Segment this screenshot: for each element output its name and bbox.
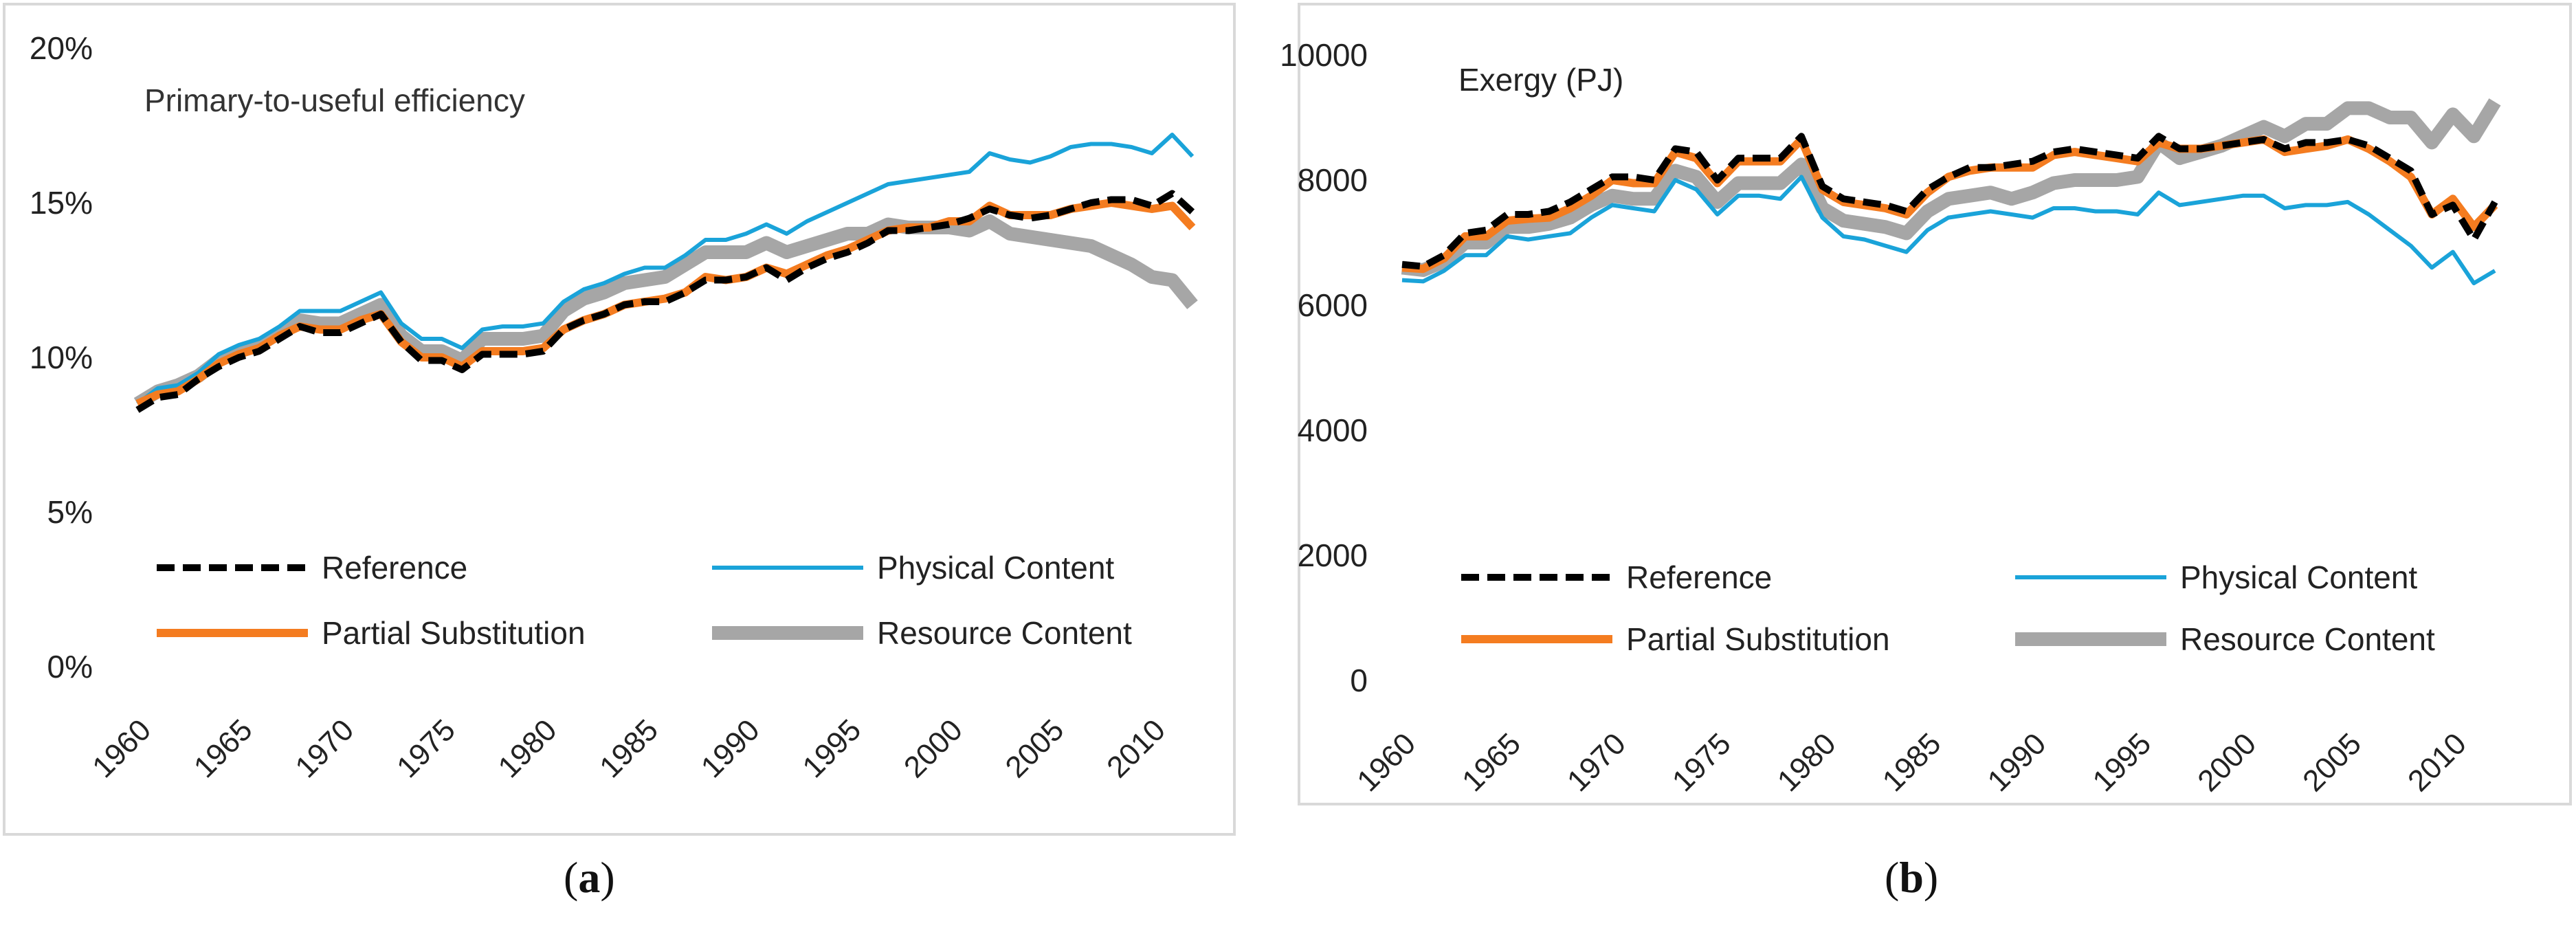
chart-a-legend-label-partial: Partial Substitution — [322, 615, 586, 651]
chart-a-x-tick-label: 1995 — [796, 713, 867, 784]
chart-b-x-tick-label: 1990 — [1981, 726, 2053, 798]
chart-a-series-physical — [136, 133, 1195, 405]
chart-a-x-tick-label: 1985 — [593, 713, 665, 784]
chart-a-series-reference — [135, 190, 1195, 413]
chart-b-y-tick-label: 2000 — [1298, 537, 1368, 573]
chart-a-x-tick-label: 2010 — [1100, 713, 1172, 784]
chart-a-x-tick-label: 1970 — [289, 713, 360, 784]
chart-b-y-tick-label: 4000 — [1298, 412, 1368, 448]
chart-b-x-tick-label: 1970 — [1561, 726, 1632, 798]
chart-b-x-tick-label: 2000 — [2191, 726, 2263, 798]
chart-a-y-ticks: 0% 5% 10% 15% 20% — [30, 30, 93, 685]
chart-b-x-tick-label: 1975 — [1666, 726, 1737, 798]
chart-a-x-tick-label: 1990 — [695, 713, 766, 784]
caption-a-close: ) — [600, 853, 615, 902]
chart-a-title: Primary-to-useful efficiency — [144, 82, 525, 118]
chart-a-x-tick-label: 2005 — [999, 713, 1071, 784]
caption-a-open: ( — [564, 853, 579, 902]
chart-b-y-tick-label: 0 — [1350, 663, 1368, 698]
chart-a-series-resource — [133, 214, 1198, 410]
caption-a: (a) — [564, 852, 615, 903]
chart-b-x-tick-label: 1980 — [1771, 726, 1843, 798]
chart-a-x-tick-label: 1975 — [390, 713, 462, 784]
chart-b-legend-label-resource: Resource Content — [2180, 621, 2435, 657]
chart-a-x-ticks: 1960 1965 1970 1975 1980 1985 1990 1995 2000 2005… — [86, 713, 1172, 784]
chart-a-legend-label-reference: Reference — [322, 550, 467, 586]
chart-a-x-tick-label: 1965 — [188, 713, 259, 784]
chart-b-series-resource — [1401, 98, 2501, 277]
chart-a-legend: Reference Physical Content Partial Substit… — [157, 550, 1132, 651]
chart-a-series-partial — [135, 199, 1196, 408]
chart-b-series-partial — [1401, 135, 2498, 274]
chart-a-x-tick-label: 2000 — [898, 713, 969, 784]
chart-b-legend-label-partial: Partial Substitution — [1626, 621, 1890, 657]
chart-b-y-tick-label: 6000 — [1298, 287, 1368, 323]
chart-a-series — [133, 133, 1198, 413]
chart-b-x-tick-label: 2010 — [2401, 726, 2473, 798]
chart-a-x-tick-label: 1960 — [86, 713, 157, 784]
chart-b-y-ticks: 0 2000 4000 6000 8000 10000 — [1280, 37, 1368, 698]
chart-b-x-tick-label: 1985 — [1876, 726, 1948, 798]
chart-a-y-tick-label: 5% — [47, 494, 93, 530]
chart-b-legend: Reference Physical Content Partial Substit… — [1461, 559, 2435, 657]
chart-b-y-tick-label: 8000 — [1298, 162, 1368, 198]
caption-b: (b) — [1885, 852, 1938, 903]
chart-b-series-reference — [1401, 133, 2498, 270]
chart-b-y-tick-label: 10000 — [1280, 37, 1368, 73]
chart-a-y-tick-label: 20% — [30, 30, 93, 66]
chart-b-series-physical — [1401, 175, 2496, 286]
chart-b-title: Exergy (PJ) — [1458, 62, 1623, 98]
chart-a-y-tick-label: 10% — [30, 340, 93, 375]
caption-a-letter: a — [578, 853, 601, 902]
chart-b-x-tick-label: 1960 — [1351, 726, 1422, 798]
chart-a-legend-label-physical: Physical Content — [877, 550, 1114, 586]
chart-b-x-tick-label: 1995 — [2086, 726, 2157, 798]
chart-b-x-ticks: 1960 1965 1970 1975 1980 1985 1990 1995 2000 2005… — [1351, 726, 2473, 798]
chart-b-legend-label-physical: Physical Content — [2180, 559, 2417, 595]
caption-b-close: ) — [1923, 853, 1939, 902]
chart-a-x-tick-label: 1980 — [492, 713, 564, 784]
chart-a-legend-label-resource: Resource Content — [877, 615, 1132, 651]
caption-b-letter: b — [1899, 853, 1924, 902]
chart-b-legend-label-reference: Reference — [1626, 559, 1772, 595]
chart-b-series — [1401, 98, 2501, 286]
chart-a-y-tick-label: 15% — [30, 185, 93, 221]
chart-a-y-tick-label: 0% — [47, 649, 93, 685]
chart-b-frame — [1298, 3, 2572, 805]
chart-b-x-tick-label: 1965 — [1456, 726, 1527, 798]
caption-b-open: ( — [1885, 853, 1900, 902]
chart-a-frame — [3, 3, 1236, 836]
chart-b-x-tick-label: 2005 — [2296, 726, 2368, 798]
